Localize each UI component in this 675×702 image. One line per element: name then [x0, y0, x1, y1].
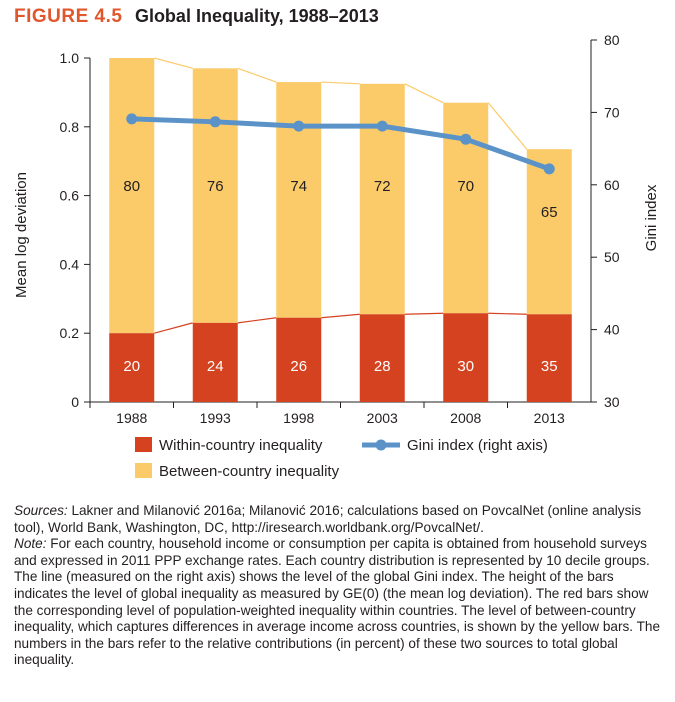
- gini-line-group: [126, 113, 555, 175]
- left-tick-label: 0.4: [60, 256, 80, 272]
- x-tick-label: 1988: [116, 410, 147, 426]
- within-country-bar: [359, 314, 405, 402]
- within-country-bar: [443, 313, 489, 402]
- gini-point: [126, 113, 138, 125]
- gini-point: [376, 120, 388, 132]
- chart-legend: Within-country inequality Between-country…: [135, 437, 548, 480]
- legend-within-label: Within-country inequality: [159, 437, 323, 454]
- chart-svg: 0 0.2 0.4 0.6 0.8 1.0 Mean log deviation 30 40 50…: [13, 32, 660, 480]
- figure-label: FIGURE 4.5: [14, 6, 123, 27]
- gini-point: [543, 163, 555, 175]
- total-connector: [154, 57, 193, 69]
- total-connector: [321, 81, 360, 85]
- between-country-bar: [526, 149, 572, 315]
- x-tick-label: 1998: [283, 410, 314, 426]
- x-tick-label: 2013: [534, 410, 565, 426]
- between-country-bar: [276, 82, 322, 318]
- within-bar-label: 30: [457, 358, 474, 375]
- within-connector: [237, 317, 277, 324]
- right-tick-label: 80: [604, 32, 620, 48]
- right-axis-title: Gini index: [643, 184, 660, 251]
- left-axis-title: Mean log deviation: [13, 172, 30, 298]
- legend-between-label: Between-country inequality: [159, 463, 340, 480]
- between-country-bar: [359, 83, 405, 315]
- sources-label: Sources:: [14, 503, 68, 518]
- within-connector: [321, 313, 360, 319]
- note-text: For each country, household income or co…: [14, 536, 661, 668]
- right-tick-label: 30: [604, 394, 620, 410]
- left-tick-label: 0.6: [60, 188, 80, 204]
- gini-point: [209, 116, 221, 128]
- gini-point: [460, 133, 472, 145]
- within-country-bar: [526, 314, 572, 402]
- within-country-bar: [276, 317, 322, 402]
- sources-text: Lakner and Milanović 2016a; Milanović 20…: [14, 503, 642, 535]
- chart-bars: 80 20 76 24 74 26 72 28 70 30 65 35: [109, 57, 572, 402]
- note-paragraph: Note: For each country, household income…: [14, 536, 664, 669]
- between-bar-label: 74: [290, 178, 307, 195]
- figure-notes: Sources: Lakner and Milanović 2016a; Mil…: [14, 503, 664, 669]
- sources-paragraph: Sources: Lakner and Milanović 2016a; Mil…: [14, 503, 664, 536]
- left-tick-label: 0.2: [60, 325, 80, 341]
- legend-gini-label: Gini index (right axis): [407, 437, 548, 454]
- between-bar-label: 72: [374, 178, 391, 195]
- right-tick-label: 40: [604, 322, 620, 338]
- within-bar-label: 35: [541, 358, 558, 375]
- within-connector: [488, 312, 527, 315]
- legend-gini-point: [375, 439, 387, 451]
- within-connector: [404, 312, 444, 315]
- between-bar-label: 80: [123, 178, 140, 195]
- note-label: Note:: [14, 536, 47, 552]
- right-tick-label: 70: [604, 104, 620, 120]
- left-tick-label: 0.8: [60, 119, 80, 135]
- legend-within-swatch: [135, 437, 152, 452]
- figure-header: FIGURE 4.5 Global Inequality, 1988–2013: [14, 6, 379, 28]
- within-country-bar: [192, 322, 238, 402]
- figure-title: Global Inequality, 1988–2013: [134, 6, 379, 26]
- right-tick-label: 60: [604, 177, 620, 193]
- within-country-bar: [109, 333, 155, 402]
- gini-point: [293, 120, 305, 132]
- x-tick-label: 2003: [367, 410, 398, 426]
- legend-between-swatch: [135, 463, 152, 478]
- within-bar-label: 24: [207, 358, 224, 375]
- within-connector: [154, 322, 193, 334]
- right-tick-label: 50: [604, 249, 620, 265]
- between-country-bar: [109, 58, 155, 334]
- x-tick-label: 2008: [450, 410, 481, 426]
- total-connector: [487, 102, 528, 150]
- within-bar-label: 20: [123, 358, 140, 375]
- between-bar-label: 70: [457, 178, 474, 195]
- gini-line: [131, 116, 551, 172]
- chart-axes: 0 0.2 0.4 0.6 0.8 1.0 Mean log deviation 30 40 50…: [13, 32, 660, 426]
- total-connector: [237, 67, 277, 83]
- left-tick-label: 1.0: [60, 50, 80, 66]
- left-tick-label: 0: [71, 394, 79, 410]
- within-bar-label: 28: [374, 358, 391, 375]
- x-tick-label: 1993: [200, 410, 231, 426]
- between-country-bar: [192, 68, 238, 323]
- between-bar-label: 76: [207, 178, 224, 195]
- total-connector: [404, 83, 444, 104]
- within-bar-label: 26: [290, 358, 307, 375]
- between-bar-label: 65: [541, 204, 558, 221]
